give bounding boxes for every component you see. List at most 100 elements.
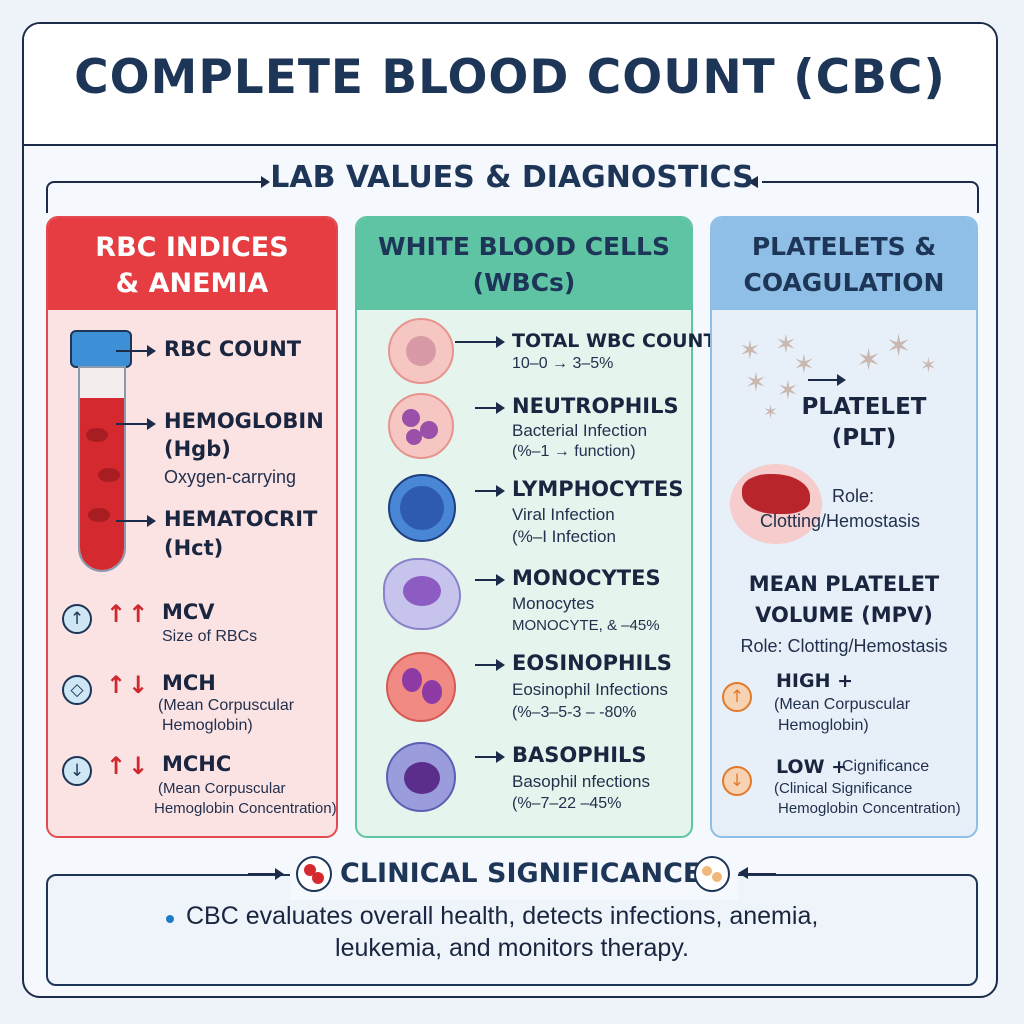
hct-label: HEMATOCRIT [164, 507, 318, 531]
clinical-title-bg [290, 850, 738, 900]
test-tube-cap [70, 330, 132, 368]
clinical-arrow-right-icon [738, 867, 748, 879]
high-label: HIGH + [776, 670, 854, 692]
subtitle-bracket-left [46, 181, 263, 213]
rbc-count-arrow-icon [116, 345, 156, 357]
diamond-circle-icon: ◇ [62, 675, 92, 705]
basophils-label: BASOPHILS [512, 743, 647, 767]
test-tube-glass [78, 366, 126, 572]
wbc-header-line1: WHITE BLOOD CELLS [378, 232, 670, 261]
lymphocytes-label: LYMPHOCYTES [512, 477, 684, 501]
high-desc-line1: (Mean Corpuscular [774, 696, 911, 713]
mch-desc-line1: (Mean Corpuscular [158, 697, 295, 714]
rbc-cell-icon [88, 508, 110, 522]
neutrophils-line2: (%–1 → function) [512, 443, 636, 460]
mch-desc-line2: Hemoglobin) [162, 717, 253, 734]
hgb-note: Oxygen-carrying [164, 467, 297, 487]
low-down-icon: ↓ [722, 766, 752, 796]
rbc-cell-icon [98, 468, 120, 482]
eosinophil-icon [386, 652, 456, 722]
monocytes-label: MONOCYTES [512, 566, 661, 590]
wbc-arrow-icon [475, 402, 505, 414]
clinical-title: CLINICAL SIGNIFICANCE [340, 858, 702, 889]
hgb-label: HEMOGLOBIN [164, 409, 324, 433]
monocytes-line2: MONOCYTE, & –45% [512, 617, 660, 634]
rbc-header-line2: & ANEMIA [115, 268, 269, 299]
lymphocyte-icon [388, 474, 456, 542]
platelet-single-icon: ✶ ✶ ✶ [856, 329, 937, 378]
eosinophils-label: EOSINOPHILS [512, 651, 672, 675]
title-band [24, 24, 996, 146]
up-circle-icon: ↑ [62, 604, 92, 634]
mchc-desc-line1: (Mean Corpuscular [158, 780, 286, 797]
test-tube-icon [70, 330, 132, 575]
clinical-text-line2: leukemia, and monitors therapy. [335, 934, 689, 962]
rbc-header-line1: RBC INDICES [95, 232, 289, 263]
mcv-label: MCV [162, 600, 215, 624]
neutrophils-line1: Bacterial Infection [512, 421, 648, 440]
hct-abbrev: (Hct) [164, 536, 224, 560]
subtitle-arrow-right-icon [748, 176, 758, 188]
rbc-count-label: RBC COUNT [164, 337, 302, 361]
basophils-line2: (%–7–22 –45% [512, 795, 622, 812]
mchc-desc-line2: Hemoglobin Concentration) [154, 800, 337, 817]
wbc-arrow-icon [475, 485, 505, 497]
basophil-icon [386, 742, 456, 812]
page-title: COMPLETE BLOOD COUNT (CBC) [74, 50, 946, 105]
mpv-label-line1: MEAN PLATELET [748, 572, 940, 596]
clot-icon [742, 474, 810, 514]
mpv-role: Role: Clotting/Hemostasis [740, 636, 948, 656]
hgb-arrow-icon [116, 418, 156, 430]
hct-arrow-icon [116, 515, 156, 527]
platelet-label: PLATELET [801, 394, 927, 420]
mcv-desc: Size of RBCs [162, 628, 258, 645]
rbc-cell-icon [86, 428, 108, 442]
clinical-arrow-left-icon [248, 868, 284, 880]
monocyte-icon [383, 558, 461, 630]
up-down-arrows-icon: ↑↓ [106, 671, 151, 699]
hgb-abbrev: (Hgb) [164, 437, 231, 461]
clinical-text-line1: CBC evaluates overall health, detects in… [186, 902, 819, 930]
neutrophil-icon [388, 393, 454, 459]
wbc-arrow-icon [475, 659, 505, 671]
wbc-total-label: TOTAL WBC COUNT [512, 330, 717, 352]
test-tube-blood [80, 398, 124, 570]
up-down-arrows-icon: ↑↓ [106, 752, 151, 780]
down-circle-icon: ↓ [62, 756, 92, 786]
rbc-card-header: RBC INDICES & ANEMIA [48, 218, 336, 310]
mpv-label-line2: VOLUME (MPV) [755, 603, 933, 627]
wbc-arrow-icon [475, 574, 505, 586]
neutrophils-label: NEUTROPHILS [512, 394, 679, 418]
platelets-header-line2: COAGULATION [743, 268, 945, 297]
wbc-total-range: 10–0 → 3–5% [512, 355, 614, 372]
low-label: LOW + [776, 756, 848, 778]
wbc-card-header: WHITE BLOOD CELLS (WBCs) [357, 218, 691, 310]
eosinophils-line2: (%–3–5-3 – -80% [512, 704, 637, 721]
cells-icon [694, 856, 730, 892]
low-desc-line2: Hemoglobin Concentration) [778, 800, 961, 817]
low-extra: Cignificance [842, 758, 930, 775]
platelet-arrow-icon [808, 374, 846, 386]
high-up-icon: ↑ [722, 682, 752, 712]
role-value: Clotting/Hemostasis [760, 511, 921, 531]
platelets-card-header: PLATELETS & COAGULATION [712, 218, 976, 310]
wbc-arrow-icon [455, 336, 505, 348]
basophils-line1: Basophil nfections [512, 772, 650, 791]
lymphocytes-line2: (%–I Infection [512, 527, 616, 546]
mch-label: MCH [162, 671, 216, 695]
eosinophils-line1: Eosinophil Infections [512, 680, 668, 699]
monocytes-line1: Monocytes [512, 594, 595, 613]
rbc-card: RBC INDICES & ANEMIA [46, 216, 338, 838]
subtitle: LAB VALUES & DIAGNOSTICS [270, 160, 754, 195]
subtitle-arrow-left-icon [246, 176, 270, 188]
wbc-header-line2: (WBCs) [472, 268, 576, 297]
wbc-arrow-icon [475, 751, 505, 763]
platelet-abbrev: (PLT) [831, 425, 897, 451]
lymphocytes-line1: Viral Infection [512, 505, 615, 524]
high-desc-line2: Hemoglobin) [778, 717, 869, 734]
subtitle-bracket-right [762, 181, 979, 213]
platelets-header-line1: PLATELETS & [751, 232, 937, 261]
mchc-label: MCHC [162, 752, 232, 776]
wbc-cell-icon [388, 318, 454, 384]
up-down-arrows-icon: ↑↑ [106, 600, 151, 628]
